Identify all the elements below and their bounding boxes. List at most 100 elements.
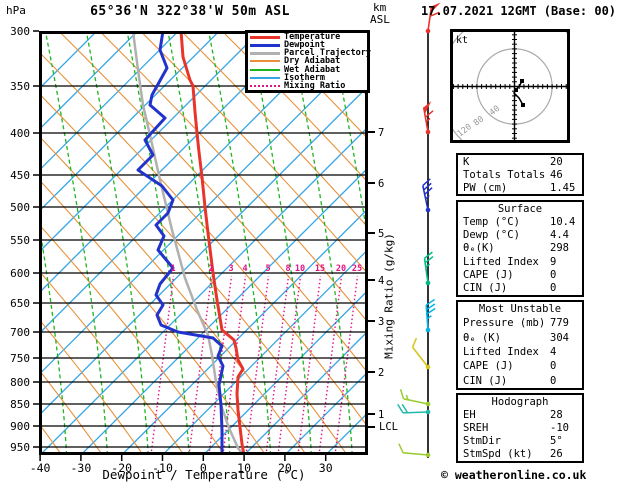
table-row-label: Totals Totals (463, 168, 546, 181)
barb-full-tick (399, 389, 405, 400)
table-row-value: -10 (550, 421, 569, 434)
table-section-title: Hodograph (491, 395, 549, 408)
barb-full-tick (424, 251, 433, 259)
barb-station-dot (425, 207, 431, 213)
table-row-value: 28 (550, 408, 563, 421)
table-row-value: 0 (550, 269, 557, 282)
table-row: θₑ(K) 298 (458, 242, 582, 254)
isotherm-line (121, 208, 367, 454)
temperature-curve (179, 32, 246, 454)
table-row-value: 0 (550, 360, 557, 373)
isotherm-line (244, 331, 367, 454)
table-hodograph: Hodograph EH 28 SREH -10 StmDir 5° StmSpd (kt) 2… (456, 393, 584, 463)
isotherm-line (40, 32, 179, 171)
isotherm-line (40, 32, 220, 212)
barb-station-dot (425, 280, 431, 286)
barb-station-dot (425, 129, 431, 135)
pressure-tick-label: 650 (10, 297, 30, 310)
barb-full-tick (411, 337, 418, 348)
dry-adiabat-line (40, 52, 367, 427)
dry-adiabat-line (263, 32, 367, 139)
dry-adiabat-line (140, 32, 367, 274)
table-row-value: 46 (550, 168, 563, 181)
wind-barb (422, 178, 433, 213)
barb-full-tick (398, 443, 404, 454)
table-row-label: Temp (°C) (463, 215, 520, 228)
table-row-label: CAPE (J) (463, 269, 514, 282)
isotherm-line (40, 32, 138, 130)
legend-line-sample (250, 76, 280, 79)
legend-item-label: Dewpoint (284, 40, 325, 51)
table-row-label: K (463, 155, 470, 168)
barb-full-tick (397, 403, 404, 414)
hodograph-unit-label: kt (456, 35, 468, 46)
table-row: Lifted Index 4 (458, 346, 582, 358)
table-row-value: 4 (550, 346, 557, 359)
mixing-ratio-value-label: 3 (228, 264, 233, 274)
mixing-ratio-value-label: 4 (242, 264, 247, 274)
table-row-value: 1.45 (550, 181, 576, 194)
barb-full-tick (422, 178, 431, 187)
wind-barb (423, 251, 434, 286)
parcel-trajectory-curve (131, 32, 244, 454)
legend-item: Dewpoint (249, 41, 366, 49)
legend-item-label: Temperature (284, 32, 341, 43)
table-row-value: 20 (550, 155, 563, 168)
km-tick-label: 7 (378, 127, 384, 139)
table-row-label: Lifted Index (463, 346, 539, 359)
km-tick-label: 2 (378, 367, 384, 379)
isotherm-line (40, 45, 367, 375)
km-tick-label: 5 (378, 228, 384, 240)
legend-item: Isotherm (249, 74, 366, 82)
barb-station-dot (425, 409, 431, 415)
barb-flag (423, 100, 432, 115)
mixing-ratio-value-label: 15 (315, 264, 325, 274)
table-row-label: Dewp (°C) (463, 229, 520, 242)
table-row: CIN (J) 0 (458, 282, 582, 294)
wet-adiabat-line (372, 31, 434, 455)
temperature-axis-label: Dewpoint / Temperature (°C) (102, 467, 306, 482)
dry-adiabat-line (40, 179, 266, 454)
table-row-value: 298 (550, 242, 569, 255)
pressure-tick-label: 550 (10, 234, 30, 247)
table-surface: Surface Temp (°C) 10.4 Dewp (°C) 4.4 θₑ(K) 298… (456, 200, 584, 297)
table-row: Totals Totals 46 (458, 169, 582, 181)
mixing-ratio-value-label: 1 (170, 264, 175, 274)
legend-item-label: Dry Adiabat (284, 56, 341, 67)
barb-shaft (411, 346, 429, 368)
temp-tick-label: -10 (152, 461, 173, 475)
barb-full-tick (425, 298, 435, 306)
mixing-ratio-axis-label: Mixing Ratio (g/kg) (382, 233, 396, 359)
table-row-label: EH (463, 408, 476, 421)
barb-full-tick (424, 110, 434, 118)
wind-barb (397, 403, 431, 415)
km-tick-label: 1 (378, 409, 384, 421)
table-row-label: θₑ (K) (463, 331, 501, 344)
table-row: StmSpd (kt) 26 (458, 448, 582, 460)
km-tick-label: 3 (378, 316, 384, 328)
legend-line-sample (250, 84, 280, 87)
table-row: Dewp (°C) 4.4 (458, 229, 582, 241)
isotherm-line (162, 249, 367, 454)
copyright-label: © weatheronline.co.uk (441, 468, 587, 482)
temp-tick-label: 0 (200, 461, 207, 475)
dry-adiabat-line (40, 370, 103, 454)
mixing-ratio-value-label: 20 (336, 264, 346, 274)
legend-item-label: Parcel Trajectory (284, 48, 371, 59)
plot-background (40, 31, 434, 455)
table-row: K 20 (458, 156, 582, 168)
barb-station-dot (425, 327, 431, 333)
wind-barb (425, 2, 441, 34)
legend-item: Wet Adiabat (249, 65, 366, 74)
pressure-tick-label: 450 (10, 169, 30, 182)
dry-adiabat-line (40, 319, 144, 454)
hodograph-ring-label: 40 (488, 104, 502, 118)
table-row: PW (cm) 1.45 (458, 182, 582, 194)
table-row: Temp (°C) 10.4 (458, 216, 582, 228)
temp-tick-label: 20 (278, 461, 292, 475)
pressure-axis-unit: hPa (6, 4, 26, 17)
table-row-label: SREH (463, 421, 489, 434)
isotherm-line (80, 167, 367, 454)
